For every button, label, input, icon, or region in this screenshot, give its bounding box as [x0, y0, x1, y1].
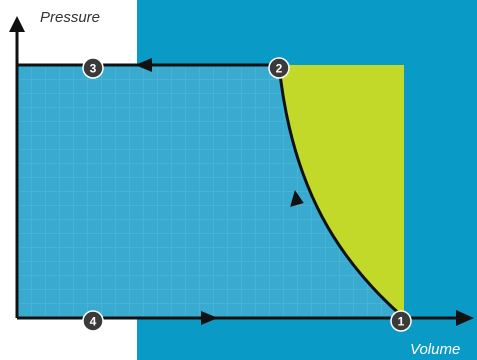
grid-lines: [17, 65, 404, 318]
x-axis-label: Volume: [410, 341, 460, 358]
point-1-marker: 1: [390, 310, 412, 332]
point-3-label: 3: [90, 62, 97, 76]
y-axis-arrowhead: [9, 16, 25, 32]
point-4-marker: 4: [82, 310, 104, 332]
point-2-marker: 2: [268, 57, 290, 79]
x-axis-arrowhead: [456, 310, 474, 326]
path-2-to-3-arrow: [135, 58, 152, 72]
y-axis-label: Pressure: [40, 9, 100, 26]
point-3-marker: 3: [82, 57, 104, 79]
point-4-label: 4: [90, 315, 97, 329]
work-area: [279, 65, 404, 318]
point-2-label: 2: [276, 62, 283, 76]
path-4-to-1-arrow: [201, 311, 218, 325]
point-1-label: 1: [398, 315, 405, 329]
path-1-to-2-curve: [277, 64, 405, 320]
path-1-to-2-arrow: [290, 190, 304, 207]
